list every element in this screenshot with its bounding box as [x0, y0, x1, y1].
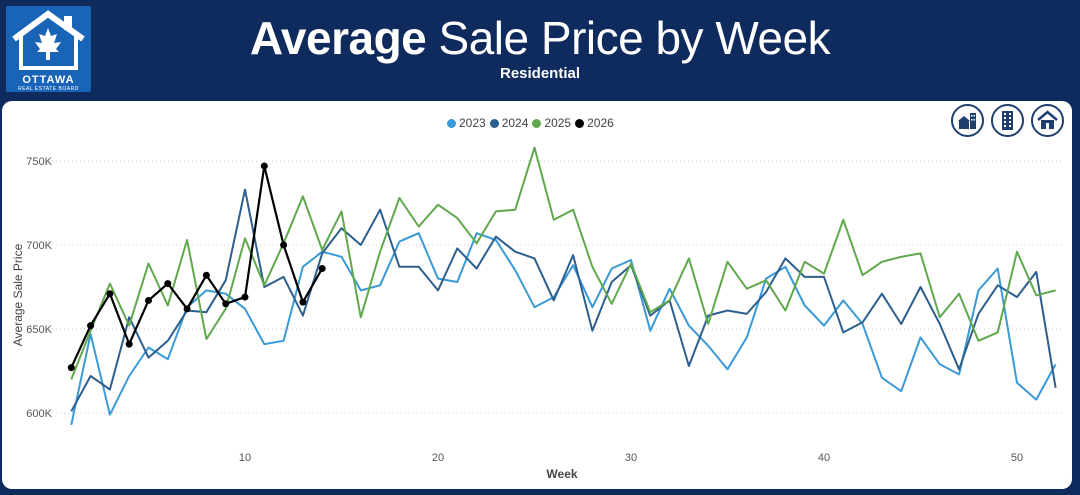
- x-tick-label: 20: [432, 452, 444, 464]
- data-point-2026: [125, 340, 133, 348]
- logo-subtitle: REAL ESTATE BOARD: [18, 86, 79, 92]
- page-subtitle: Residential: [499, 65, 581, 82]
- legend-dot-icon: [447, 118, 456, 128]
- logo-name: OTTAWA: [22, 74, 75, 86]
- legend-label: 2026: [587, 116, 614, 130]
- detached-home-icon: [958, 113, 976, 129]
- series-line-2024: [70, 188, 1057, 412]
- series-line-2025: [70, 146, 1056, 380]
- legend-item-2026[interactable]: 2026: [575, 116, 614, 130]
- detached-home-button[interactable]: [951, 104, 984, 137]
- legend-dot-icon: [575, 118, 585, 128]
- x-axis-title: Week: [546, 467, 577, 481]
- title-bold: Average: [249, 12, 427, 64]
- series-line-2023: [70, 232, 1057, 426]
- y-tick-label: 750K: [26, 156, 52, 168]
- residential-home-button[interactable]: [1031, 104, 1064, 137]
- legend-label: 2023: [459, 116, 486, 130]
- legend-dot-icon: [532, 118, 542, 128]
- house-leaf-icon: [12, 10, 85, 70]
- x-tick-label: 50: [1011, 452, 1023, 464]
- data-point-2026: [164, 280, 172, 288]
- data-point-2026: [318, 265, 326, 273]
- data-point-2026: [106, 290, 114, 298]
- data-point-2026: [87, 322, 95, 330]
- data-point-2026: [260, 162, 268, 170]
- y-tick-label: 700K: [26, 240, 52, 252]
- data-point-2026: [183, 305, 191, 313]
- data-point-2026: [241, 293, 249, 301]
- oreb-logo[interactable]: OTTAWA REAL ESTATE BOARD: [6, 6, 91, 92]
- chart-axes: 600K 650K 700K 750K 10 20 30 40 50 Week Average Sa…: [11, 156, 1023, 481]
- chart-legend: 2023 2024 2025 2026: [447, 115, 615, 131]
- data-point-2026: [222, 300, 230, 308]
- chart-gridlines: [52, 160, 1062, 414]
- legend-label: 2025: [544, 116, 572, 130]
- legend-item-2025[interactable]: 2025: [532, 116, 571, 130]
- chart-series: [67, 146, 1057, 426]
- title-rest: Sale Price by Week: [438, 12, 831, 64]
- x-tick-label: 40: [818, 452, 830, 464]
- condo-tower-icon: [1002, 111, 1013, 130]
- data-point-2026: [299, 298, 307, 306]
- page-title: Average Sale Price by Week: [0, 10, 1080, 66]
- legend-dot-icon: [489, 118, 499, 128]
- legend-label: 2024: [501, 116, 529, 130]
- data-point-2026: [67, 364, 75, 372]
- condo-tower-button[interactable]: [991, 104, 1024, 137]
- y-tick-label: 650K: [26, 324, 52, 336]
- y-tick-label: 600K: [26, 408, 52, 420]
- x-tick-label: 30: [625, 452, 637, 464]
- x-tick-label: 10: [239, 452, 251, 464]
- header: OTTAWA REAL ESTATE BOARD Average Sale Pr…: [0, 0, 1080, 100]
- data-point-2026: [145, 296, 152, 304]
- legend-item-2024[interactable]: 2024: [489, 116, 529, 130]
- data-point-2026: [202, 271, 210, 279]
- series-line-2026: [70, 164, 324, 369]
- y-axis-title: Average Sale Price: [11, 243, 25, 346]
- residential-home-icon: [1037, 110, 1058, 129]
- chart-panel: [2, 101, 1072, 489]
- data-point-2026: [280, 241, 288, 249]
- legend-item-2023[interactable]: 2023: [447, 116, 486, 130]
